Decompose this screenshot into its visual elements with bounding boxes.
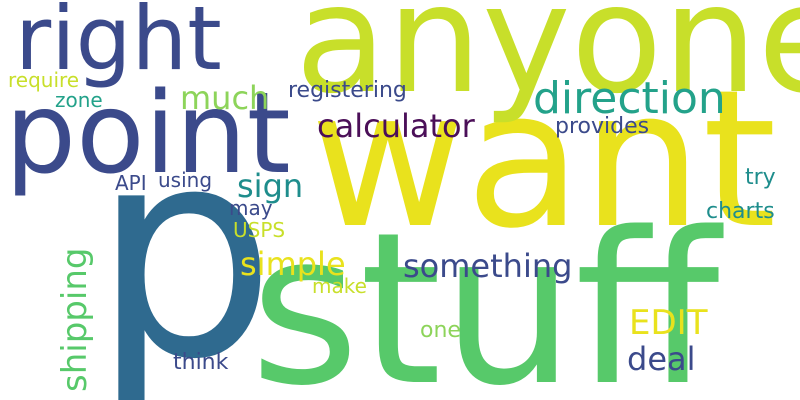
word-calculator: calculator xyxy=(317,107,475,145)
word-may: may xyxy=(229,196,273,220)
word-want: want xyxy=(310,49,777,270)
word-zone: zone xyxy=(55,88,103,112)
word-usps: USPS xyxy=(233,218,286,242)
word-p: p xyxy=(92,86,277,400)
word-try: try xyxy=(745,165,776,190)
word-api: API xyxy=(115,171,147,195)
word-registering: registering xyxy=(288,78,407,103)
word-deal: deal xyxy=(627,340,696,378)
word-point: point xyxy=(5,69,291,199)
word-charts: charts xyxy=(706,199,775,224)
word-using: using xyxy=(158,168,213,192)
word-something: something xyxy=(403,247,573,285)
word-sign: sign xyxy=(237,167,304,205)
word-think: think xyxy=(173,350,229,375)
word-require: require xyxy=(8,68,80,92)
word-stuff: stuff xyxy=(250,187,720,400)
word-edit: EDIT xyxy=(629,303,708,343)
word-provides: provides xyxy=(555,114,650,139)
word-direction: direction xyxy=(533,73,726,124)
word-much: much xyxy=(180,79,270,117)
word-anyone: anyone xyxy=(295,0,800,127)
word-right: right xyxy=(15,0,222,90)
word-shipping: shipping xyxy=(55,247,95,392)
word-make: make xyxy=(312,274,367,298)
word-one: one xyxy=(420,318,461,343)
word-simple: simple xyxy=(240,245,346,283)
